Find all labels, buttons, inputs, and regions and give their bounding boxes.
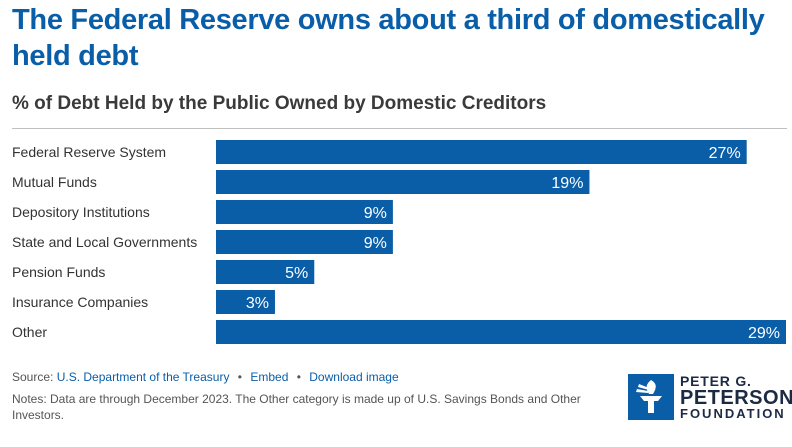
bar bbox=[216, 200, 393, 224]
download-image-link[interactable]: Download image bbox=[309, 370, 399, 384]
source-label: Source: bbox=[12, 370, 54, 384]
header-divider bbox=[12, 128, 787, 129]
separator: • bbox=[237, 370, 242, 384]
chart-subtitle: % of Debt Held by the Public Owned by Do… bbox=[12, 93, 547, 114]
bar-value-label: 9% bbox=[364, 235, 387, 252]
category-label: State and Local Governments bbox=[12, 234, 197, 250]
logo-line-2: PETERSON bbox=[680, 387, 792, 409]
bar-value-label: 3% bbox=[246, 295, 269, 312]
bar-value-label: 5% bbox=[285, 265, 308, 282]
embed-link[interactable]: Embed bbox=[250, 370, 289, 384]
category-label: Insurance Companies bbox=[12, 294, 148, 310]
bar bbox=[216, 260, 315, 284]
separator: • bbox=[296, 370, 301, 384]
bar bbox=[216, 320, 786, 344]
bar bbox=[216, 140, 747, 164]
logo-wordmark: PETER G. PETERSON FOUNDATION bbox=[680, 373, 792, 421]
category-label: Pension Funds bbox=[12, 264, 105, 280]
logo-line-1: PETER G. bbox=[680, 373, 752, 389]
peterson-foundation-logo[interactable]: PETER G. PETERSON FOUNDATION bbox=[628, 373, 792, 421]
category-label: Mutual Funds bbox=[12, 174, 97, 190]
bar-value-label: 29% bbox=[748, 325, 780, 342]
bar-value-label: 27% bbox=[709, 145, 741, 162]
bar-value-label: 19% bbox=[551, 175, 583, 192]
category-label: Federal Reserve System bbox=[12, 144, 166, 160]
logo-line-3: FOUNDATION bbox=[680, 406, 786, 421]
source-line: Source: U.S. Department of the Treasury … bbox=[12, 369, 399, 385]
source-link[interactable]: U.S. Department of the Treasury bbox=[56, 370, 230, 384]
bar bbox=[216, 230, 393, 254]
bar-value-label: 9% bbox=[364, 205, 387, 222]
category-label: Depository Institutions bbox=[12, 204, 150, 220]
notes-text: Notes: Data are through December 2023. T… bbox=[12, 392, 581, 422]
bar bbox=[216, 290, 275, 314]
bar bbox=[216, 170, 590, 194]
chart-title: The Federal Reserve owns about a third o… bbox=[12, 4, 765, 72]
category-label: Other bbox=[12, 324, 47, 340]
bar-chart: Federal Reserve System 27% Mutual Funds 19%… bbox=[12, 140, 786, 344]
torch-icon bbox=[628, 374, 674, 420]
